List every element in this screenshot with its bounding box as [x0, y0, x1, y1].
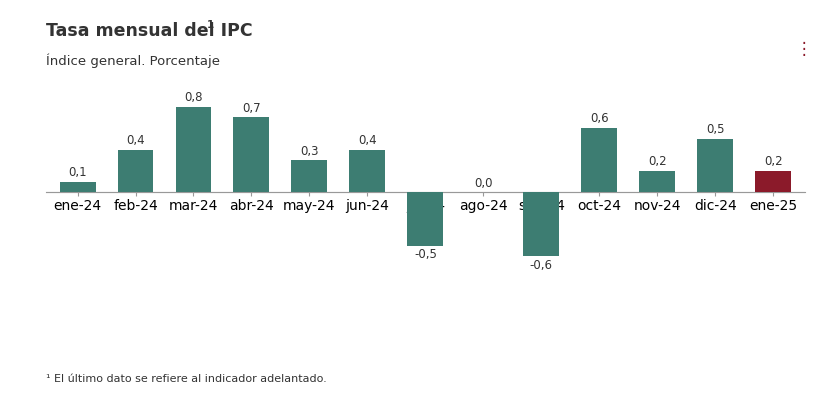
Bar [581, 128, 618, 192]
Bar [697, 139, 733, 192]
Bar [639, 171, 676, 192]
Text: 0,7: 0,7 [242, 102, 261, 115]
Text: -0,6: -0,6 [530, 259, 553, 272]
Text: Índice general. Porcentaje: Índice general. Porcentaje [46, 54, 220, 68]
Text: 0,0: 0,0 [474, 177, 492, 190]
Text: 0,4: 0,4 [358, 134, 377, 147]
Text: 0,1: 0,1 [68, 166, 87, 179]
Text: 0,2: 0,2 [764, 155, 783, 168]
Bar [175, 107, 212, 192]
Bar [349, 150, 385, 192]
Text: 1: 1 [207, 20, 214, 30]
Text: Tasa mensual del IPC: Tasa mensual del IPC [46, 22, 252, 40]
Bar [60, 182, 95, 192]
Bar [524, 192, 559, 256]
Bar [755, 171, 791, 192]
Text: ¹ El último dato se refiere al indicador adelantado.: ¹ El último dato se refiere al indicador… [46, 374, 326, 384]
Text: 0,3: 0,3 [300, 144, 319, 158]
Bar [118, 150, 154, 192]
Text: 0,6: 0,6 [590, 112, 608, 126]
Text: 0,4: 0,4 [126, 134, 144, 147]
Text: 0,2: 0,2 [648, 155, 666, 168]
Text: -0,5: -0,5 [414, 248, 437, 262]
Bar [233, 118, 270, 192]
Bar [291, 160, 327, 192]
Text: ⋮: ⋮ [795, 40, 812, 58]
Bar [408, 192, 443, 246]
Text: 0,8: 0,8 [184, 91, 203, 104]
Text: 0,5: 0,5 [706, 123, 725, 136]
